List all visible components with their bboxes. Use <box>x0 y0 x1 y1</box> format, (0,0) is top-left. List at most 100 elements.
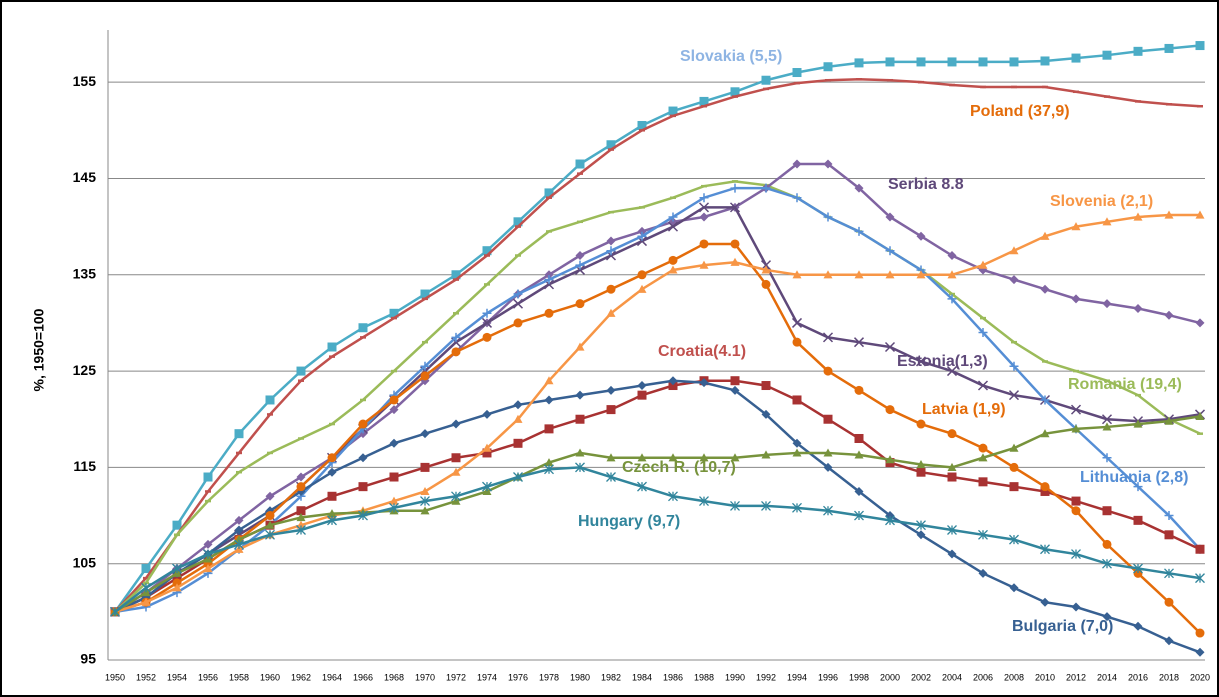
marker <box>637 231 647 241</box>
x-tick-label: 1998 <box>849 672 869 682</box>
marker <box>1009 443 1019 452</box>
marker <box>234 539 244 550</box>
marker <box>1071 294 1081 304</box>
x-tick-label: 1958 <box>229 672 249 682</box>
marker <box>575 342 585 351</box>
x-tick-label: 1984 <box>632 672 652 682</box>
marker <box>1164 43 1174 53</box>
marker <box>947 472 957 482</box>
marker <box>420 486 430 496</box>
series-label: Czech R. (10,7) <box>622 459 736 476</box>
marker <box>544 395 554 405</box>
marker <box>544 376 554 385</box>
marker <box>1040 597 1050 607</box>
x-tick-label: 2002 <box>911 672 931 682</box>
x-tick-label: 2008 <box>1004 672 1024 682</box>
marker <box>792 438 802 448</box>
marker <box>885 212 895 222</box>
marker <box>730 183 740 193</box>
marker <box>761 75 771 85</box>
marker <box>885 57 895 67</box>
series-line <box>114 180 1201 613</box>
marker <box>513 414 523 423</box>
series-line <box>114 186 1201 614</box>
x-tick-label: 1952 <box>136 672 156 682</box>
marker <box>1164 210 1174 219</box>
marker <box>885 455 895 464</box>
marker <box>1009 583 1019 593</box>
marker <box>1009 275 1019 285</box>
marker <box>699 212 709 222</box>
marker <box>668 381 678 391</box>
marker <box>1102 612 1112 622</box>
marker <box>823 270 833 279</box>
marker <box>296 512 306 522</box>
marker <box>761 381 771 391</box>
marker <box>854 510 864 521</box>
marker <box>947 57 957 67</box>
series <box>110 462 1205 617</box>
marker <box>823 505 833 516</box>
marker <box>699 193 709 203</box>
marker <box>1133 621 1143 631</box>
marker <box>761 409 771 419</box>
marker <box>823 366 833 376</box>
marker <box>947 270 957 279</box>
marker <box>761 279 771 289</box>
marker <box>482 443 492 452</box>
marker <box>1009 462 1019 472</box>
marker <box>389 438 399 448</box>
x-tick-label: 1980 <box>570 672 590 682</box>
marker <box>1133 303 1143 313</box>
marker <box>730 239 740 249</box>
series-label: Estonia(1,3) <box>897 353 988 370</box>
series-line <box>114 213 1200 614</box>
marker <box>544 308 554 318</box>
y-tick-label: 145 <box>73 169 97 185</box>
x-tick-label: 1956 <box>198 672 218 682</box>
marker <box>947 294 957 304</box>
x-tick-label: 1950 <box>105 672 125 682</box>
series-label: Croatia(4.1) <box>658 343 746 360</box>
marker <box>141 582 151 593</box>
x-tick-label: 1966 <box>353 672 373 682</box>
marker <box>420 462 430 472</box>
marker <box>637 381 647 391</box>
series-line <box>114 466 1201 613</box>
x-tick-label: 2000 <box>880 672 900 682</box>
marker <box>575 251 585 261</box>
marker <box>946 366 958 377</box>
y-tick-label: 155 <box>73 73 97 89</box>
marker <box>1164 310 1174 320</box>
marker <box>389 502 399 513</box>
y-tick-label: 105 <box>73 554 97 570</box>
marker <box>203 549 213 560</box>
marker <box>1164 530 1174 540</box>
marker <box>482 448 492 458</box>
marker <box>1102 506 1112 516</box>
marker <box>327 515 337 526</box>
marker <box>575 414 585 424</box>
marker <box>1133 563 1143 574</box>
marker <box>482 409 492 419</box>
marker <box>358 323 368 333</box>
marker <box>1009 534 1019 545</box>
marker <box>916 57 926 67</box>
x-tick-label: 2004 <box>942 672 962 682</box>
marker <box>234 535 244 544</box>
marker <box>792 395 802 405</box>
x-tick-label: 2018 <box>1159 672 1179 682</box>
marker <box>978 477 988 487</box>
marker <box>575 390 585 400</box>
marker <box>110 606 120 617</box>
marker <box>916 520 926 531</box>
marker <box>761 183 771 193</box>
series-line <box>114 78 1201 613</box>
series-label: Slovakia (5,5) <box>680 48 782 65</box>
marker <box>606 140 616 150</box>
marker <box>1102 558 1112 569</box>
marker <box>947 251 957 261</box>
marker <box>606 308 616 317</box>
marker <box>761 500 771 511</box>
